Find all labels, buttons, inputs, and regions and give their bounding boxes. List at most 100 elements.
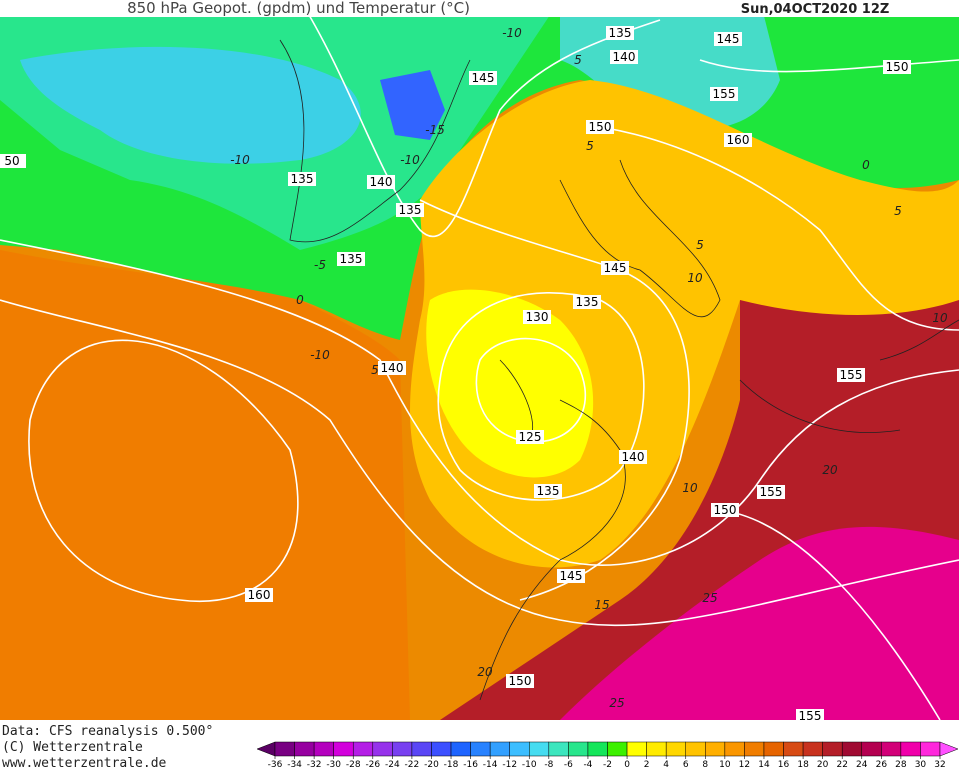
label-box [288, 172, 316, 186]
colorbar-box [392, 741, 413, 757]
contour-line [437, 292, 645, 501]
label-box [506, 674, 534, 688]
label-box [534, 484, 562, 498]
geopotential-label: 140 [381, 361, 404, 375]
label-box [245, 588, 273, 602]
temperature-label: 0 [296, 293, 304, 307]
label-box [523, 310, 551, 324]
temperature-label: 20 [477, 665, 493, 679]
colorbar-tick-label: 2 [644, 760, 650, 770]
colorbar-box [470, 741, 491, 757]
contour-line [419, 199, 690, 601]
map-date: Sun,04OCT2020 12Z [741, 2, 890, 17]
colorbar-tick-label: 20 [817, 760, 829, 770]
label-box [516, 430, 544, 444]
geopotential-label: 130 [526, 310, 549, 324]
geopotential-label: 150 [589, 120, 612, 134]
colorbar-tick-label: -2 [603, 760, 612, 770]
geopotential-label: 155 [799, 709, 822, 723]
geopotential-label: 135 [340, 252, 363, 266]
colorbar-box [333, 741, 354, 757]
contour-line [0, 299, 959, 627]
coastline [739, 319, 959, 433]
colorbar-tick-label: -20 [424, 760, 439, 770]
map-fields [0, 0, 959, 720]
colorbar-tick-label: 18 [797, 760, 809, 770]
colorbar-box [352, 741, 374, 757]
geopotential-label: 145 [472, 71, 495, 85]
colorbar-tick-label: -8 [544, 760, 553, 770]
colorbar-box [450, 741, 471, 757]
footer-url: www.wetterzentrale.de [2, 756, 167, 770]
colorbar-tick-label: -26 [365, 760, 380, 770]
colorbar-tick-label: 6 [683, 760, 689, 770]
colorbar-tick-label: -4 [583, 760, 592, 770]
label-box [601, 261, 629, 275]
colorbar-tick-label: 12 [739, 760, 750, 770]
geopotential-label: 145 [604, 261, 627, 275]
label-box [757, 485, 785, 499]
label-box [367, 175, 395, 189]
label-box [0, 154, 26, 168]
colorbar-arrow [939, 741, 959, 757]
colorbar-box [783, 741, 804, 757]
colorbar-box [529, 741, 550, 757]
colorbar-box [802, 741, 823, 757]
colorbar-tick-label: 0 [624, 760, 630, 770]
colorbar-box [685, 741, 706, 757]
colorbar-box [900, 741, 921, 757]
geopotential-label: 145 [717, 32, 740, 46]
geopotential-label: 125 [519, 430, 542, 444]
label-box [796, 709, 824, 723]
label-box [610, 50, 638, 64]
colorbar-tick-label: 32 [934, 760, 945, 770]
footer-source: Data: CFS reanalysis 0.500° [2, 724, 213, 739]
colorbar-box [822, 741, 843, 757]
temperature-label: -5 [314, 258, 326, 272]
title-bar [0, 0, 959, 17]
colorbar-box [607, 741, 628, 757]
label-box [724, 133, 752, 147]
colorbar-tick-label: -14 [483, 760, 498, 770]
contour-line [28, 339, 299, 602]
geopotential-label: 150 [509, 674, 532, 688]
temperature-label: -10 [310, 348, 330, 362]
colorbar-tick-label: -10 [522, 760, 537, 770]
temperature-label: 15 [594, 598, 609, 612]
label-box [573, 295, 601, 309]
colorbar-tick-label: 26 [876, 760, 888, 770]
label-box [396, 203, 424, 217]
map-title: 850 hPa Geopot. (gpdm) und Temperatur (°… [127, 0, 470, 17]
geopotential-label: 140 [622, 450, 645, 464]
colorbar-box [861, 741, 882, 757]
colorbar-box [568, 741, 589, 757]
label-box [586, 120, 614, 134]
colorbar-box [920, 741, 941, 757]
label-box [557, 569, 585, 583]
label-box [337, 252, 365, 266]
geopotential-label: 160 [248, 588, 271, 602]
geopotential-label: 155 [840, 368, 863, 382]
warm-field [0, 250, 410, 720]
geopotential-label: 160 [727, 133, 750, 147]
temperature-label: 10 [682, 481, 698, 495]
label-box [469, 71, 497, 85]
temperature-label: -10 [400, 153, 420, 167]
contours [0, 0, 959, 721]
colorbar-box [294, 741, 315, 757]
geopotential-label: 145 [560, 569, 583, 583]
mild-field [426, 289, 594, 478]
geopotential-label: 155 [760, 485, 783, 499]
label-box [619, 450, 647, 464]
colorbar-tick-label: -32 [307, 760, 322, 770]
colorbar-tick-label: 24 [856, 760, 868, 770]
label-box [837, 368, 865, 382]
colorbar-box [881, 741, 902, 757]
geopotential-label: 150 [714, 503, 737, 517]
colorbar-tick-label: -28 [346, 760, 361, 770]
temperature-label: 5 [586, 139, 594, 153]
geopotential-label: 135 [609, 26, 632, 40]
colorbar-tick-label: 28 [895, 760, 907, 770]
temperature-label: -10 [230, 153, 250, 167]
colorbar-box [705, 741, 726, 757]
